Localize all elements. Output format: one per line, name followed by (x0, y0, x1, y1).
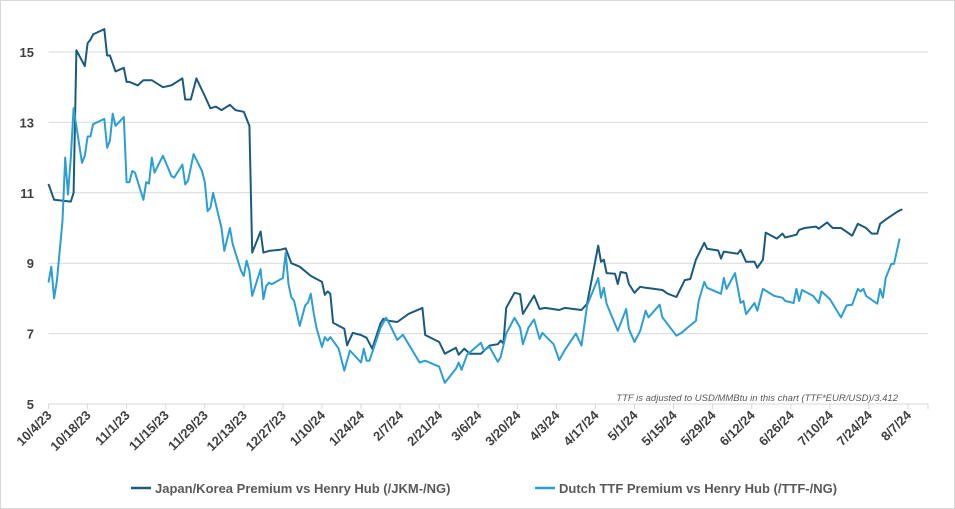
series-line-jkm (47, 28, 903, 356)
y-axis: 5 7 9 11 13 15 (20, 45, 34, 412)
x-tick-label: 4/3/24 (526, 407, 563, 444)
y-tick-label: 13 (20, 115, 34, 130)
x-tick-label: 5/15/24 (638, 407, 680, 449)
x-tick-label: 5/29/24 (678, 407, 720, 449)
x-tick-label: 6/12/24 (717, 407, 759, 449)
chart-note: TTF is adjusted to USD/MMBtu in this cha… (616, 393, 898, 404)
legend-label-ttf: Dutch TTF Premium vs Henry Hub (/TTF-/NG… (559, 481, 837, 496)
x-tick-label: 10/18/23 (47, 408, 93, 454)
x-tick-label: 2/21/24 (404, 407, 446, 449)
y-tick-label: 15 (20, 45, 34, 60)
x-tick-label: 7/24/24 (834, 407, 876, 449)
x-tick-label: 11/29/23 (165, 408, 211, 454)
series-line-ttf (47, 107, 901, 384)
x-tick-label: 11/15/23 (126, 408, 172, 454)
legend-item-jkm: Japan/Korea Premium vs Henry Hub (/JKM-/… (131, 481, 450, 496)
x-tick-label: 3/20/24 (482, 407, 524, 449)
x-tick-label: 6/26/24 (756, 407, 798, 449)
x-tick-label: 8/7/24 (878, 407, 915, 444)
y-tick-label: 7 (27, 327, 34, 342)
x-tick-label: 4/17/24 (560, 407, 602, 449)
y-tick-label: 5 (27, 397, 34, 412)
x-tick-label: 12/13/23 (204, 408, 250, 454)
legend: Japan/Korea Premium vs Henry Hub (/JKM-/… (131, 481, 837, 496)
x-tick-label: 7/10/24 (795, 407, 837, 449)
x-tick-label: 2/7/24 (370, 407, 407, 444)
legend-label-jkm: Japan/Korea Premium vs Henry Hub (/JKM-/… (155, 481, 450, 496)
gridlines (48, 51, 928, 335)
x-tick-label: 12/27/23 (243, 408, 289, 454)
y-tick-label: 9 (27, 256, 34, 271)
x-tick-label: 1/24/24 (326, 407, 368, 449)
series-lines (47, 28, 903, 384)
x-tick-label: 5/1/24 (604, 407, 641, 444)
x-tick-label: 1/10/24 (287, 407, 329, 449)
y-tick-label: 11 (20, 186, 34, 201)
legend-item-ttf: Dutch TTF Premium vs Henry Hub (/TTF-/NG… (535, 481, 837, 496)
x-tick-label: 3/6/24 (448, 407, 485, 444)
x-axis: 10/4/2310/18/2311/1/2311/15/2311/29/2312… (13, 403, 929, 454)
